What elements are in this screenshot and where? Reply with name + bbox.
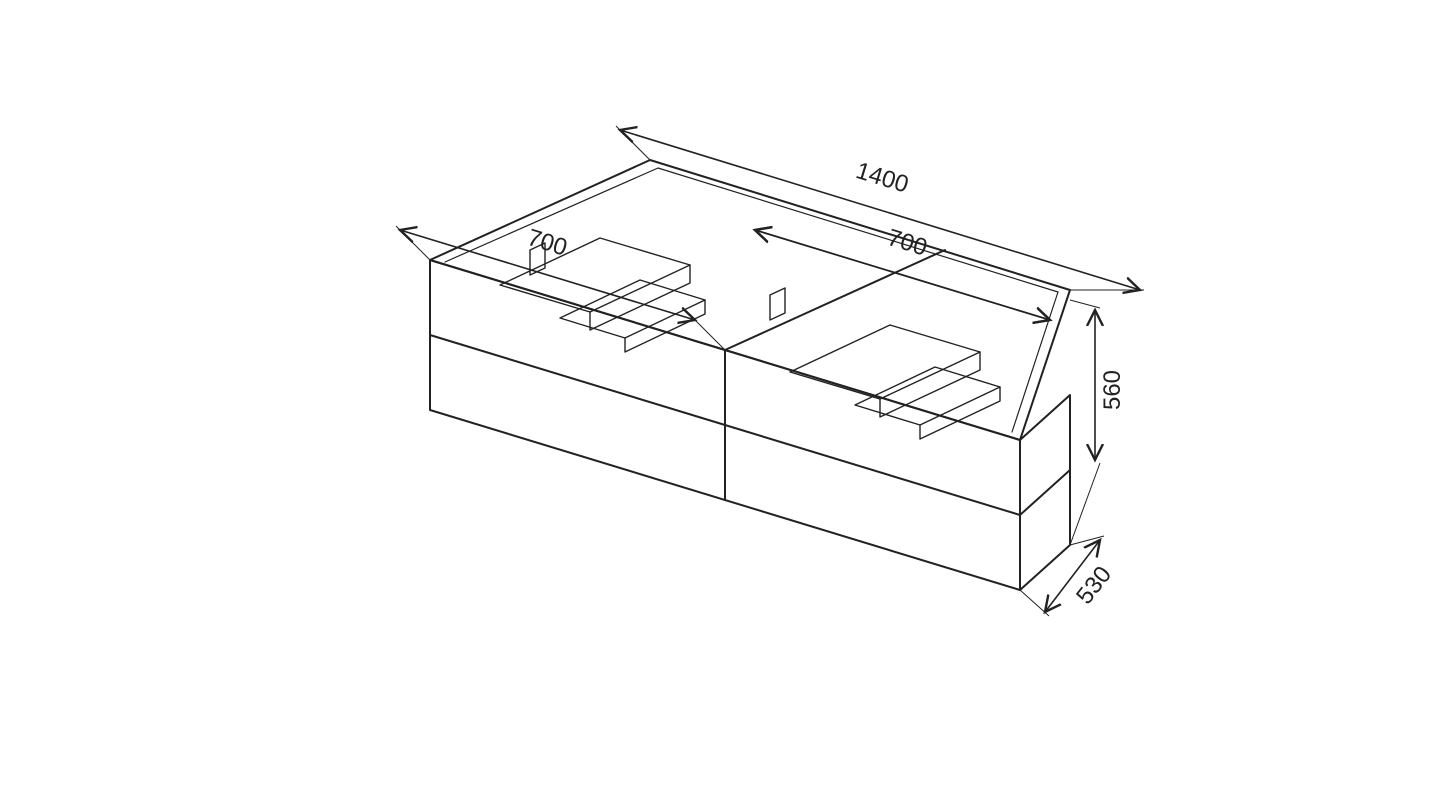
label-half-left: 700 <box>524 224 570 262</box>
label-height: 560 <box>1099 370 1126 410</box>
label-total-width: 1400 <box>853 157 912 198</box>
label-half-right: 700 <box>884 224 930 262</box>
dimension-labels: 1400 700 700 560 530 <box>524 157 1126 609</box>
cabinet-body <box>430 160 1070 590</box>
dimension-height <box>1070 300 1100 545</box>
dimension-diagram: 1400 700 700 560 530 <box>0 0 1440 810</box>
